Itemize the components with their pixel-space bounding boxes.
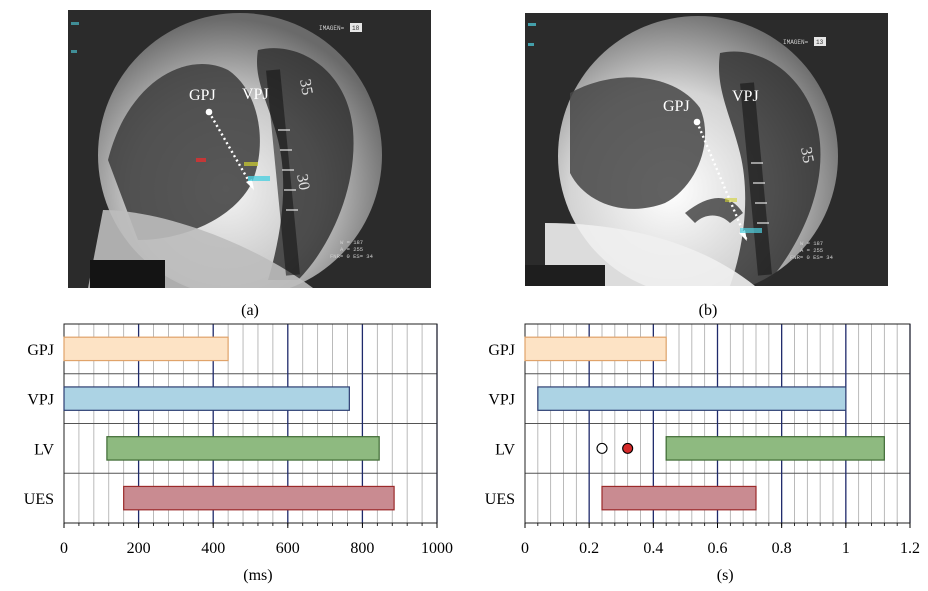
chart-1-bar-vpj xyxy=(63,386,350,411)
fluoroscopy-image-b: GPJ VPJ IMAGEN= 13 35 W = 187 A = 255 FN… xyxy=(525,13,888,286)
chart-2-tick-label: 0.2 xyxy=(579,540,599,557)
vpj-label-a: VPJ xyxy=(242,86,269,103)
chart-1-tick-label: 200 xyxy=(127,540,151,557)
gpj-label-a: GPJ xyxy=(189,87,216,104)
chart-2-category-label: GPJ xyxy=(488,342,515,359)
chart-2-tick-label: 0.8 xyxy=(772,540,792,557)
chart-1-category-label: UES xyxy=(24,491,54,508)
chart-1-category-label: LV xyxy=(34,441,54,458)
image-tag-b: IMAGEN= xyxy=(783,39,809,46)
gpj-label-b: GPJ xyxy=(663,98,690,115)
fluoroscopy-graphic-a: GPJ VPJ IMAGEN= 18 35 30 W = 187 A = 255… xyxy=(71,13,382,288)
chart-2-tick-label: 1 xyxy=(842,540,850,557)
chart-1-category-label: VPJ xyxy=(27,392,54,409)
chart-1-bar-ues xyxy=(123,485,395,511)
caption-a: (a) xyxy=(241,302,259,319)
chart-2-tick-label: 0.4 xyxy=(643,540,663,557)
caption-b: (b) xyxy=(698,302,718,319)
chart-2-marker-1 xyxy=(596,442,608,454)
chart-1-frame xyxy=(63,323,438,524)
chart-2-tick-label: 0 xyxy=(521,540,529,557)
fluoroscopy-graphic-b: GPJ VPJ IMAGEN= 13 35 W = 187 A = 255 FN… xyxy=(525,16,838,286)
chart-2-category-label: VPJ xyxy=(488,392,515,409)
chart-1-bar-gpj xyxy=(63,336,229,362)
chart-2-bar-lv xyxy=(665,436,885,461)
image-tag-a: IMAGEN= xyxy=(319,25,345,32)
readout-b-1: W = 187 xyxy=(800,240,823,247)
readout-a-1: W = 187 xyxy=(340,239,363,246)
chart-2-tick-label: 1.2 xyxy=(900,540,920,557)
chart-1-tick-label: 1000 xyxy=(421,540,453,557)
image-number-b: 13 xyxy=(816,39,824,46)
readout-b-2: A = 255 xyxy=(800,247,823,254)
chart-1-x-axis-label: (ms) xyxy=(243,567,272,584)
vpj-label-b: VPJ xyxy=(732,88,759,105)
chart-2-marker-2 xyxy=(622,442,634,454)
chart-1-tick-label: 400 xyxy=(201,540,225,557)
chart-1-tick-label: 0 xyxy=(60,540,68,557)
chart-2-tick-label: 0.6 xyxy=(708,540,728,557)
chart-2-category-label: UES xyxy=(485,491,515,508)
spine-mark-b-1: 35 xyxy=(797,146,817,165)
spine-mark-a-2: 30 xyxy=(293,173,313,192)
chart-2-x-axis-label: (s) xyxy=(717,567,734,584)
readout-a-3: FNR= 0 ES= 34 xyxy=(330,253,374,260)
fluoroscopy-image-a: GPJ VPJ IMAGEN= 18 35 30 W = 187 A = 255… xyxy=(68,10,431,288)
chart-2-bar-vpj xyxy=(537,386,847,411)
chart-1-tick-label: 600 xyxy=(276,540,300,557)
readout-a-2: A = 255 xyxy=(340,246,363,253)
chart-1-bar-lv xyxy=(106,436,380,461)
chart-1-category-label: GPJ xyxy=(27,342,54,359)
readout-b-3: FNR= 0 ES= 34 xyxy=(790,254,834,261)
chart-2-bar-gpj xyxy=(524,336,667,362)
chart-1-tick-label: 800 xyxy=(350,540,374,557)
chart-2-bar-ues xyxy=(601,485,757,511)
chart-2-category-label: LV xyxy=(495,441,515,458)
image-number-a: 18 xyxy=(352,25,360,32)
spine-mark-a-1: 35 xyxy=(296,78,316,97)
